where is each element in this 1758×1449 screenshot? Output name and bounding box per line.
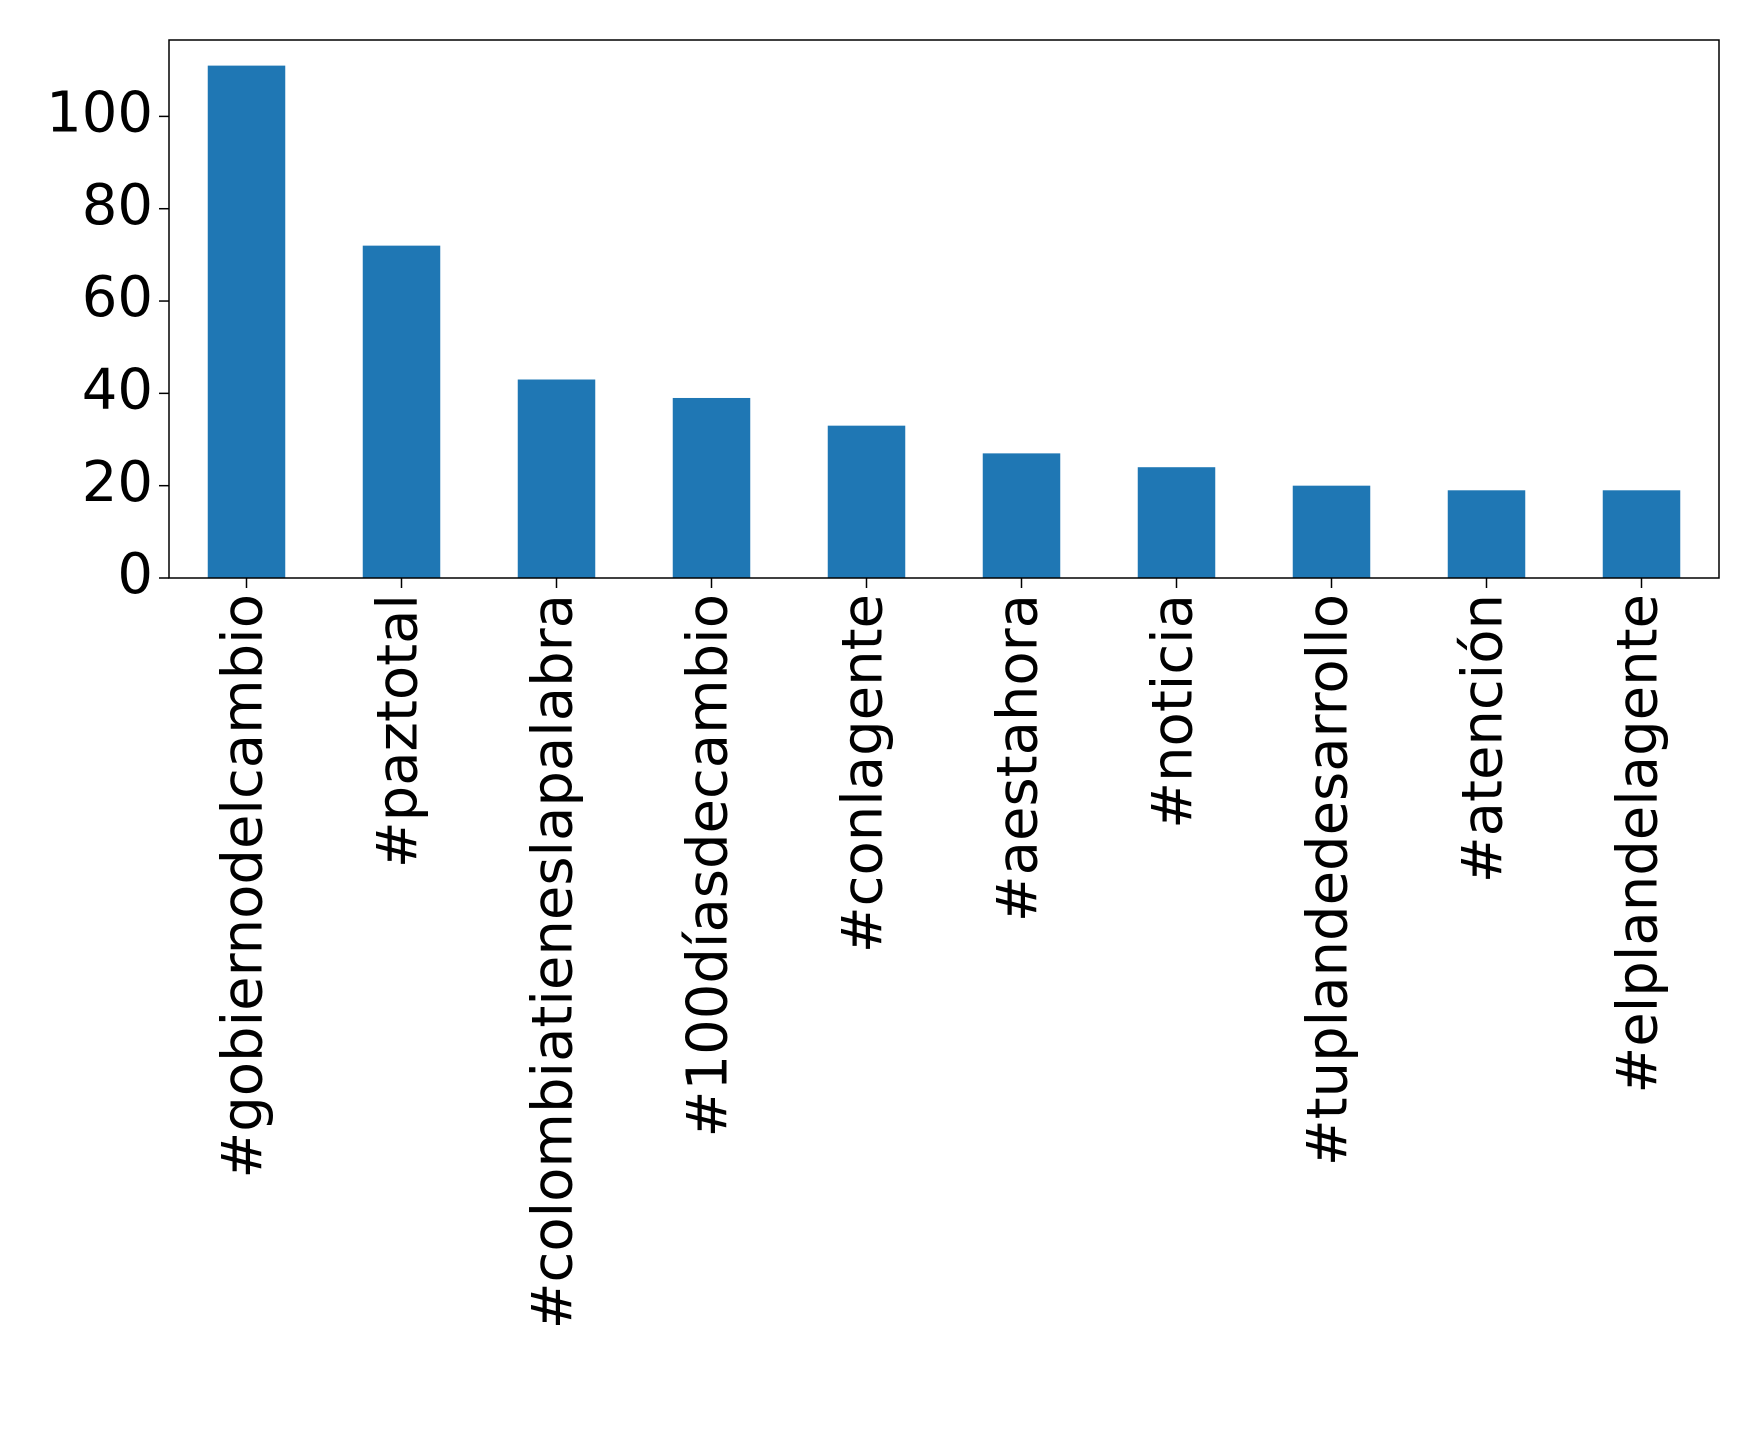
y-tick-label: 100 (46, 81, 153, 146)
x-tick-label: #atención (1451, 594, 1516, 883)
x-tick-label: #elplandelagente (1606, 594, 1671, 1094)
x-tick-label: #conlagente (831, 594, 896, 953)
bar (1447, 490, 1526, 578)
x-tick-label: #aestahora (986, 594, 1051, 922)
bar (827, 425, 906, 578)
x-tick-label: #noticia (1141, 594, 1206, 829)
x-tick-label: #tuplandedesarrollo (1296, 594, 1361, 1166)
x-tick-label: #100díasdecambio (676, 594, 741, 1137)
y-tick-label: 20 (82, 450, 153, 515)
bar (672, 397, 751, 578)
y-tick-label: 60 (82, 265, 153, 330)
bar (982, 453, 1061, 578)
bar (1292, 485, 1371, 578)
bar (1137, 467, 1216, 578)
x-tick-label: #paztotal (366, 594, 431, 868)
y-tick-label: 0 (117, 542, 153, 607)
y-tick-label: 80 (82, 173, 153, 238)
bar (207, 65, 286, 579)
bar (1602, 490, 1681, 578)
bar (517, 379, 596, 578)
bar (362, 245, 441, 579)
plot-frame (168, 39, 1720, 579)
x-tick-label: #colombiatieneslapalabra (521, 594, 586, 1329)
x-tick-label: #gobiernodelcambio (211, 594, 276, 1179)
y-tick-label: 40 (82, 357, 153, 422)
